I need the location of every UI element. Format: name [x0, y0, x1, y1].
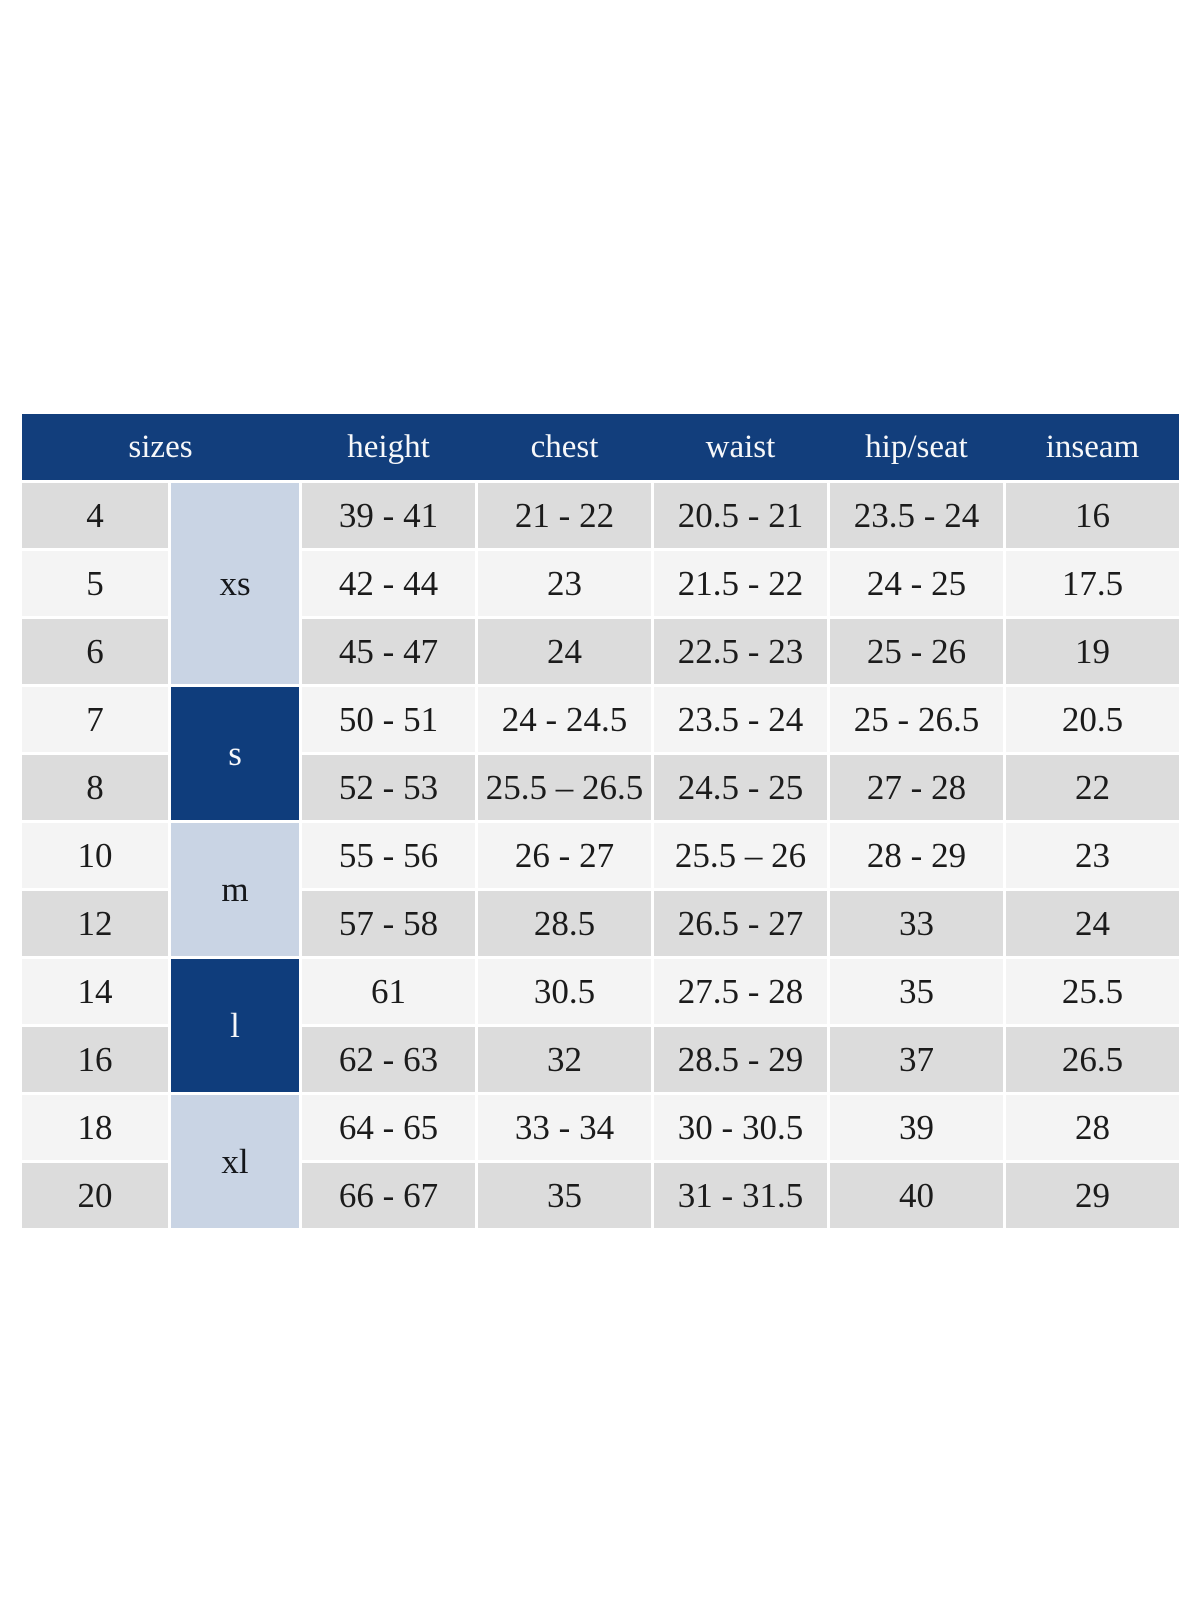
cell-hip-seat: 39 — [830, 1095, 1003, 1160]
cell-inseam: 20.5 — [1006, 687, 1179, 752]
cell-hip-seat: 25 - 26 — [830, 619, 1003, 684]
cell-size: 8 — [22, 755, 168, 820]
cell-height: 62 - 63 — [302, 1027, 475, 1092]
cell-inseam: 24 — [1006, 891, 1179, 956]
cell-waist: 21.5 - 22 — [654, 551, 827, 616]
size-group-s: s — [171, 687, 299, 820]
size-group-xs: xs — [171, 483, 299, 684]
column-header-height: height — [347, 428, 430, 465]
column-header-sizes: sizes — [128, 428, 193, 465]
cell-waist: 31 - 31.5 — [654, 1163, 827, 1228]
cell-height: 55 - 56 — [302, 823, 475, 888]
column-header-inseam: inseam — [1045, 428, 1140, 465]
size-chart-table: sizes height chest waist hip/seat inseam… — [22, 414, 1179, 1228]
cell-height: 50 - 51 — [302, 687, 475, 752]
cell-chest: 24 — [478, 619, 651, 684]
size-group-l: l — [171, 959, 299, 1092]
cell-chest: 33 - 34 — [478, 1095, 651, 1160]
cell-hip-seat: 24 - 25 — [830, 551, 1003, 616]
cell-waist: 30 - 30.5 — [654, 1095, 827, 1160]
cell-height: 57 - 58 — [302, 891, 475, 956]
cell-hip-seat: 25 - 26.5 — [830, 687, 1003, 752]
cell-inseam: 17.5 — [1006, 551, 1179, 616]
cell-chest: 28.5 — [478, 891, 651, 956]
cell-chest: 35 — [478, 1163, 651, 1228]
cell-hip-seat: 35 — [830, 959, 1003, 1024]
cell-inseam: 16 — [1006, 483, 1179, 548]
cell-chest: 26 - 27 — [478, 823, 651, 888]
cell-waist: 23.5 - 24 — [654, 687, 827, 752]
cell-height: 66 - 67 — [302, 1163, 475, 1228]
cell-size: 4 — [22, 483, 168, 548]
cell-chest: 32 — [478, 1027, 651, 1092]
cell-inseam: 29 — [1006, 1163, 1179, 1228]
cell-waist: 25.5 – 26 — [654, 823, 827, 888]
cell-chest: 25.5 – 26.5 — [478, 755, 651, 820]
column-header-chest: chest — [530, 428, 599, 465]
cell-inseam: 28 — [1006, 1095, 1179, 1160]
cell-chest: 30.5 — [478, 959, 651, 1024]
cell-waist: 28.5 - 29 — [654, 1027, 827, 1092]
cell-height: 39 - 41 — [302, 483, 475, 548]
cell-waist: 24.5 - 25 — [654, 755, 827, 820]
cell-size: 6 — [22, 619, 168, 684]
cell-height: 42 - 44 — [302, 551, 475, 616]
cell-size: 16 — [22, 1027, 168, 1092]
cell-inseam: 19 — [1006, 619, 1179, 684]
cell-height: 61 — [302, 959, 475, 1024]
table-header-row: sizes height chest waist hip/seat inseam — [22, 414, 1179, 480]
cell-hip-seat: 23.5 - 24 — [830, 483, 1003, 548]
cell-hip-seat: 33 — [830, 891, 1003, 956]
cell-size: 10 — [22, 823, 168, 888]
cell-size: 18 — [22, 1095, 168, 1160]
cell-waist: 26.5 - 27 — [654, 891, 827, 956]
cell-hip-seat: 40 — [830, 1163, 1003, 1228]
cell-size: 14 — [22, 959, 168, 1024]
cell-hip-seat: 27 - 28 — [830, 755, 1003, 820]
cell-waist: 20.5 - 21 — [654, 483, 827, 548]
cell-chest: 21 - 22 — [478, 483, 651, 548]
size-group-xl: xl — [171, 1095, 299, 1228]
cell-inseam: 26.5 — [1006, 1027, 1179, 1092]
cell-hip-seat: 28 - 29 — [830, 823, 1003, 888]
cell-waist: 27.5 - 28 — [654, 959, 827, 1024]
cell-height: 52 - 53 — [302, 755, 475, 820]
cell-size: 20 — [22, 1163, 168, 1228]
cell-height: 64 - 65 — [302, 1095, 475, 1160]
cell-inseam: 22 — [1006, 755, 1179, 820]
cell-hip-seat: 37 — [830, 1027, 1003, 1092]
cell-height: 45 - 47 — [302, 619, 475, 684]
cell-inseam: 25.5 — [1006, 959, 1179, 1024]
cell-inseam: 23 — [1006, 823, 1179, 888]
column-header-hip-seat: hip/seat — [865, 428, 968, 465]
column-header-waist: waist — [705, 428, 776, 465]
cell-chest: 23 — [478, 551, 651, 616]
cell-size: 5 — [22, 551, 168, 616]
cell-chest: 24 - 24.5 — [478, 687, 651, 752]
size-group-m: m — [171, 823, 299, 956]
cell-waist: 22.5 - 23 — [654, 619, 827, 684]
cell-size: 7 — [22, 687, 168, 752]
cell-size: 12 — [22, 891, 168, 956]
